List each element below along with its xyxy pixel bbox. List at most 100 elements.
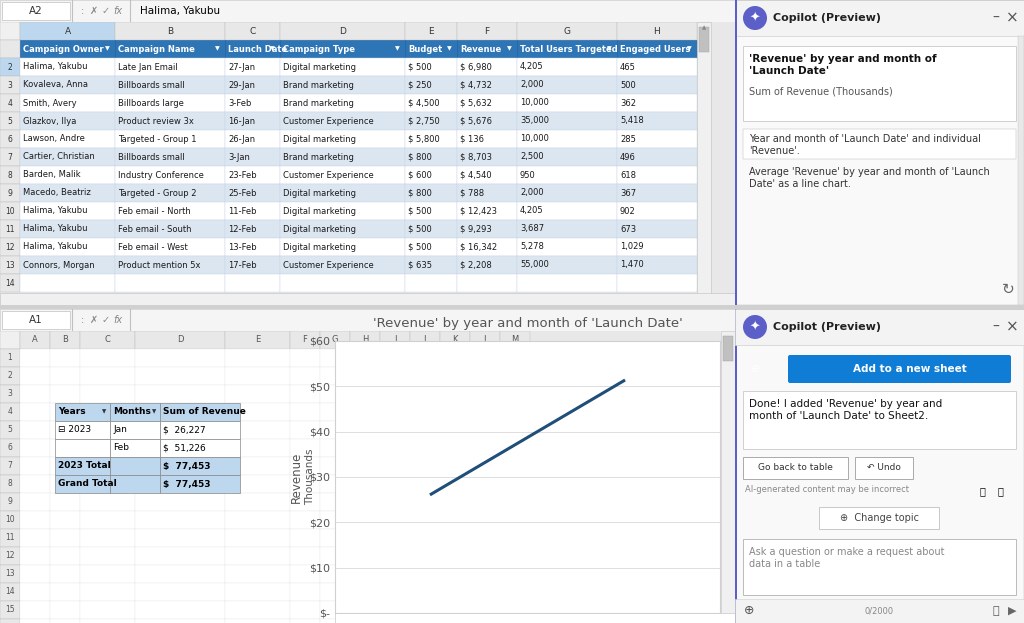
Bar xyxy=(0,349,20,367)
Bar xyxy=(50,511,80,529)
Bar xyxy=(406,94,457,112)
Bar xyxy=(617,238,697,256)
Bar xyxy=(500,547,530,565)
Bar xyxy=(115,112,225,130)
Text: Ask a question or make a request about
data in a table: Ask a question or make a request about d… xyxy=(749,547,944,569)
Bar xyxy=(617,130,697,148)
Bar xyxy=(135,385,225,403)
Text: 5: 5 xyxy=(7,117,12,125)
Text: 'Revenue' by year and month of
'Launch Date': 'Revenue' by year and month of 'Launch D… xyxy=(749,54,937,75)
Bar xyxy=(350,565,380,583)
Text: 9: 9 xyxy=(7,498,12,506)
Text: ✦: ✦ xyxy=(750,11,760,24)
Bar xyxy=(115,94,225,112)
Text: Engaged Users: Engaged Users xyxy=(620,44,690,54)
Bar xyxy=(319,565,350,583)
Bar xyxy=(406,274,457,292)
Text: Glazkov, Ilya: Glazkov, Ilya xyxy=(23,117,77,125)
Text: –: – xyxy=(992,320,999,334)
Bar xyxy=(380,583,410,601)
Bar xyxy=(290,547,319,565)
Title: 'Revenue' by year and month of 'Launch Date': 'Revenue' by year and month of 'Launch D… xyxy=(373,317,682,330)
Bar xyxy=(500,331,530,349)
Text: Connors, Morgan: Connors, Morgan xyxy=(23,260,94,270)
Bar xyxy=(55,475,110,493)
Bar xyxy=(80,547,135,565)
Text: 3-Feb: 3-Feb xyxy=(228,98,251,108)
Text: ✗: ✗ xyxy=(90,315,98,325)
Bar xyxy=(410,619,440,623)
Bar xyxy=(440,457,470,475)
Bar xyxy=(350,601,380,619)
Bar xyxy=(517,76,617,94)
Bar xyxy=(500,565,530,583)
Text: $  77,453: $ 77,453 xyxy=(163,462,211,470)
Text: Macedo, Beatriz: Macedo, Beatriz xyxy=(23,189,91,197)
Bar xyxy=(380,403,410,421)
Bar xyxy=(457,130,517,148)
Bar xyxy=(410,367,440,385)
Text: :: : xyxy=(80,315,84,325)
Text: Total Users Targeted: Total Users Targeted xyxy=(520,44,617,54)
Text: Kovaleva, Anna: Kovaleva, Anna xyxy=(23,80,88,90)
Bar xyxy=(115,274,225,292)
Bar xyxy=(160,475,240,493)
Bar xyxy=(80,457,135,475)
Text: $ 788: $ 788 xyxy=(460,189,484,197)
Text: Halima, Yakubu: Halima, Yakubu xyxy=(23,62,87,72)
Text: D: D xyxy=(339,27,346,36)
Bar xyxy=(80,493,135,511)
Bar xyxy=(617,220,697,238)
Text: ↶ Undo: ↶ Undo xyxy=(867,464,901,472)
Text: 7: 7 xyxy=(7,153,12,161)
Text: 367: 367 xyxy=(620,189,636,197)
Bar xyxy=(500,367,530,385)
Bar xyxy=(406,166,457,184)
Bar xyxy=(500,439,530,457)
Bar xyxy=(280,184,406,202)
Bar xyxy=(20,475,50,493)
Text: A: A xyxy=(32,336,38,345)
Bar xyxy=(55,403,110,421)
Bar xyxy=(290,349,319,367)
Bar xyxy=(50,601,80,619)
Bar xyxy=(225,184,280,202)
Text: $ 635: $ 635 xyxy=(408,260,432,270)
Bar xyxy=(380,349,410,367)
Text: Digital marketing: Digital marketing xyxy=(283,224,356,234)
Text: $ 5,632: $ 5,632 xyxy=(460,98,492,108)
Bar xyxy=(115,220,225,238)
Bar xyxy=(50,493,80,511)
Bar xyxy=(225,619,290,623)
Bar xyxy=(50,565,80,583)
Bar xyxy=(225,166,280,184)
Text: F: F xyxy=(302,336,307,345)
Bar xyxy=(135,529,225,547)
Bar xyxy=(80,403,135,421)
Bar xyxy=(440,529,470,547)
Text: 950: 950 xyxy=(520,171,536,179)
Text: 10,000: 10,000 xyxy=(520,135,549,143)
Text: $ 5,676: $ 5,676 xyxy=(460,117,492,125)
Text: Customer Experience: Customer Experience xyxy=(283,260,374,270)
Bar xyxy=(500,421,530,439)
Bar xyxy=(50,529,80,547)
Text: 12: 12 xyxy=(5,242,14,252)
Text: ↻: ↻ xyxy=(1001,282,1015,297)
Bar xyxy=(319,331,350,349)
Bar xyxy=(20,367,50,385)
Bar xyxy=(80,349,135,367)
Bar xyxy=(406,202,457,220)
Bar xyxy=(280,22,406,40)
Bar xyxy=(440,601,470,619)
Bar xyxy=(0,184,20,202)
Text: ▶: ▶ xyxy=(1008,606,1016,616)
Text: 3,687: 3,687 xyxy=(520,224,544,234)
Bar xyxy=(115,40,225,58)
Bar xyxy=(517,148,617,166)
Bar xyxy=(135,493,225,511)
Bar xyxy=(517,184,617,202)
Text: ×: × xyxy=(1006,11,1019,26)
Bar xyxy=(735,0,1024,36)
Bar xyxy=(20,202,115,220)
